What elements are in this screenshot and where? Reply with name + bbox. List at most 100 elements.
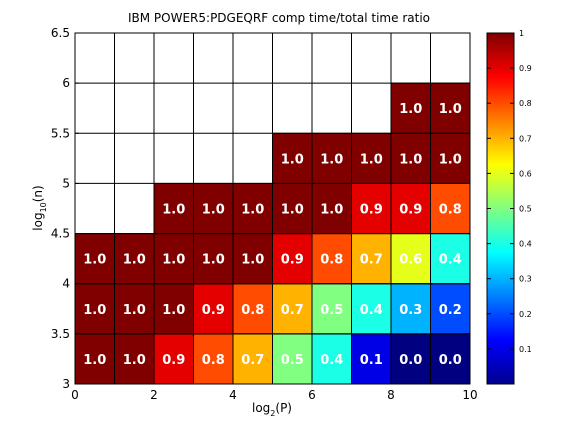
cell-value-label: 0.3 <box>399 303 422 318</box>
cell-value-label: 1.0 <box>241 203 264 218</box>
heatmap-cell <box>193 233 234 285</box>
x-tick-label: 10 <box>462 388 477 402</box>
cell-value-label: 0.9 <box>399 203 422 218</box>
cell-value-label: 0.7 <box>281 303 304 318</box>
cell-value-label: 1.0 <box>439 102 462 117</box>
heatmap-cell <box>272 233 313 285</box>
cell-value-label: 1.0 <box>83 303 106 318</box>
cell-value-label: 0.8 <box>241 303 264 318</box>
colorbar-tick-label: 0.5 <box>519 205 532 214</box>
cell-value-label: 0.5 <box>281 353 304 368</box>
cell-value-label: 0.8 <box>320 253 343 268</box>
cell-value-label: 1.0 <box>360 152 383 167</box>
x-axis-label-arg: (P) <box>275 401 292 415</box>
cell-value-label: 1.0 <box>162 253 185 268</box>
x-axis-label-base: log <box>252 401 270 415</box>
y-tick-label: 6.5 <box>51 26 70 40</box>
cell-value-label: 0.7 <box>360 253 383 268</box>
colorbar <box>486 32 515 385</box>
cell-value-label: 0.0 <box>399 353 422 368</box>
y-tick-label: 4.5 <box>51 227 70 241</box>
chart-title: IBM POWER5:PDGEQRF comp time/total time … <box>128 11 430 25</box>
cell-labels: 1.0 1.0 0.9 0.8 0.7 0.5 0.4 0.1 0.0 0.0 1.0 1.0 1.0 0… <box>83 102 462 368</box>
colorbar-tick-label: 1 <box>519 29 524 38</box>
y-tick-label: 6 <box>62 76 70 90</box>
cell-value-label: 1.0 <box>281 152 304 167</box>
cell-value-label: 0.8 <box>202 353 225 368</box>
y-axis-label-arg: (n) <box>31 185 45 202</box>
cell-value-label: 1.0 <box>399 102 422 117</box>
colorbar-tick-label: 0.4 <box>519 240 532 249</box>
cell-value-label: 1.0 <box>320 152 343 167</box>
heatmap-cell <box>390 233 431 285</box>
heatmap-cell <box>114 233 155 285</box>
cell-value-label: 0.7 <box>241 353 264 368</box>
colorbar-tick-label: 0.9 <box>519 64 532 73</box>
cell-value-label: 0.4 <box>439 253 462 268</box>
heatmap-cell <box>390 82 431 134</box>
cell-value-label: 1.0 <box>123 303 146 318</box>
heatmap-cell <box>430 182 471 235</box>
y-axis-label-sub: 10 <box>39 202 48 212</box>
cell-value-label: 1.0 <box>83 353 106 368</box>
cell-value-label: 0.8 <box>439 203 462 218</box>
heatmap-cell <box>74 333 115 385</box>
colorbar-tick-label: 0.7 <box>519 134 532 143</box>
heatmap-cell <box>232 283 273 335</box>
heatmap-cell <box>114 283 155 335</box>
cell-value-label: 1.0 <box>320 203 343 218</box>
x-tick-label: 8 <box>387 388 395 402</box>
cell-value-label: 1.0 <box>123 253 146 268</box>
heatmap-cells <box>74 82 471 385</box>
colorbar-tick-label: 0.1 <box>519 345 532 354</box>
cell-value-label: 0.9 <box>281 253 304 268</box>
x-axis-label: log2(P) <box>252 401 292 418</box>
cell-value-label: 1.0 <box>123 353 146 368</box>
cell-value-label: 1.0 <box>162 303 185 318</box>
cell-value-label: 0.9 <box>162 353 185 368</box>
cell-value-label: 1.0 <box>162 203 185 218</box>
cell-value-label: 1.0 <box>241 253 264 268</box>
plot-frame <box>74 32 471 385</box>
y-tick-label: 3.5 <box>51 327 70 341</box>
x-axis-ticks: 0 2 4 6 8 10 <box>71 33 478 402</box>
cell-value-label: 1.0 <box>439 152 462 167</box>
colorbar-tick-label: 0.6 <box>519 169 532 178</box>
heatmap-cell <box>153 182 194 235</box>
y-tick-label: 5 <box>62 176 70 190</box>
x-axis-label-sub: 2 <box>270 409 275 418</box>
cell-value-label: 1.0 <box>399 152 422 167</box>
heatmap-cell <box>311 283 352 335</box>
y-axis-label-base: log <box>31 212 45 230</box>
colorbar-ticks: 0.1 0.2 0.3 0.4 0.5 0.6 0.7 0.8 0.9 1 <box>487 29 532 354</box>
x-tick-label: 4 <box>229 388 237 402</box>
cell-value-label: 1.0 <box>202 253 225 268</box>
x-tick-label: 2 <box>150 388 158 402</box>
cell-value-label: 1.0 <box>281 203 304 218</box>
colorbar-tick-label: 0.2 <box>519 310 532 319</box>
y-axis-label: log10(n) <box>31 185 48 230</box>
y-tick-label: 3 <box>62 377 70 391</box>
heatmap-cell <box>430 132 471 184</box>
cell-value-label: 0.9 <box>360 203 383 218</box>
cell-value-label: 0.2 <box>439 303 462 318</box>
colorbar-tick-label: 0.8 <box>519 99 532 108</box>
cell-value-label: 0.4 <box>360 303 383 318</box>
y-axis-ticks: 3 3.5 4 4.5 5 5.5 6 6.5 <box>51 26 470 391</box>
y-tick-label: 4 <box>62 277 70 291</box>
cell-value-label: 1.0 <box>202 203 225 218</box>
heatmap-cell <box>153 333 194 385</box>
cell-value-label: 0.0 <box>439 353 462 368</box>
cell-value-label: 0.6 <box>399 253 422 268</box>
colorbar-tick-label: 0.3 <box>519 275 532 284</box>
heatmap-cell <box>351 283 392 335</box>
cell-value-label: 0.4 <box>320 353 343 368</box>
cell-value-label: 0.5 <box>320 303 343 318</box>
x-tick-label: 6 <box>308 388 316 402</box>
cell-value-label: 0.1 <box>360 353 383 368</box>
cell-value-label: 1.0 <box>83 253 106 268</box>
cell-value-label: 0.9 <box>202 303 225 318</box>
y-tick-label: 5.5 <box>51 126 70 140</box>
